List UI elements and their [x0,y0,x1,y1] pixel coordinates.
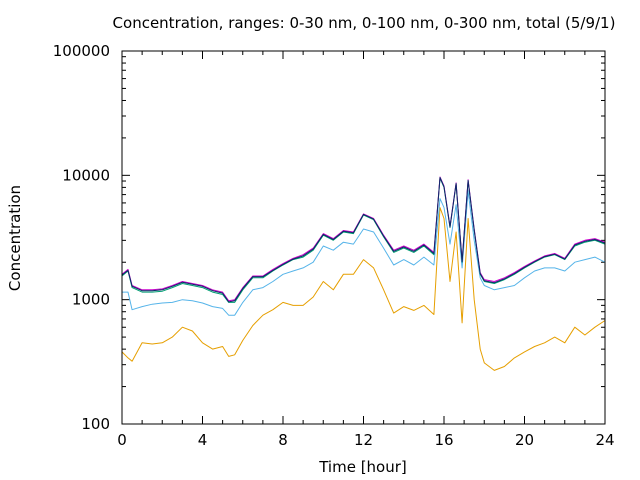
y-tick-label: 1000 [72,291,110,309]
series-group [121,176,606,371]
y-tick-label: 100000 [53,42,110,60]
x-tick-label: 8 [278,431,288,449]
axis-ticks: 0 4 8 12 16 20 24 100 1000 10000 100000 [53,42,615,449]
x-tick-label: 16 [434,431,453,449]
chart-title: Concentration, ranges: 0-30 nm, 0-100 nm… [113,14,616,32]
x-tick-label: 4 [198,431,208,449]
series-line-4 [121,176,606,302]
y-axis-label: Concentration [6,185,24,291]
y-tick-label: 100 [81,415,110,433]
series-line-5 [121,177,606,303]
x-tick-label: 12 [354,431,373,449]
plot-frame [121,50,606,425]
x-tick-label: 20 [515,431,534,449]
series-line-2 [122,190,606,316]
x-tick-label: 24 [595,431,614,449]
x-tick-label: 0 [117,431,127,449]
x-axis-label: Time [hour] [318,458,407,476]
series-line-1 [121,207,606,371]
y-tick-label: 10000 [62,166,110,184]
